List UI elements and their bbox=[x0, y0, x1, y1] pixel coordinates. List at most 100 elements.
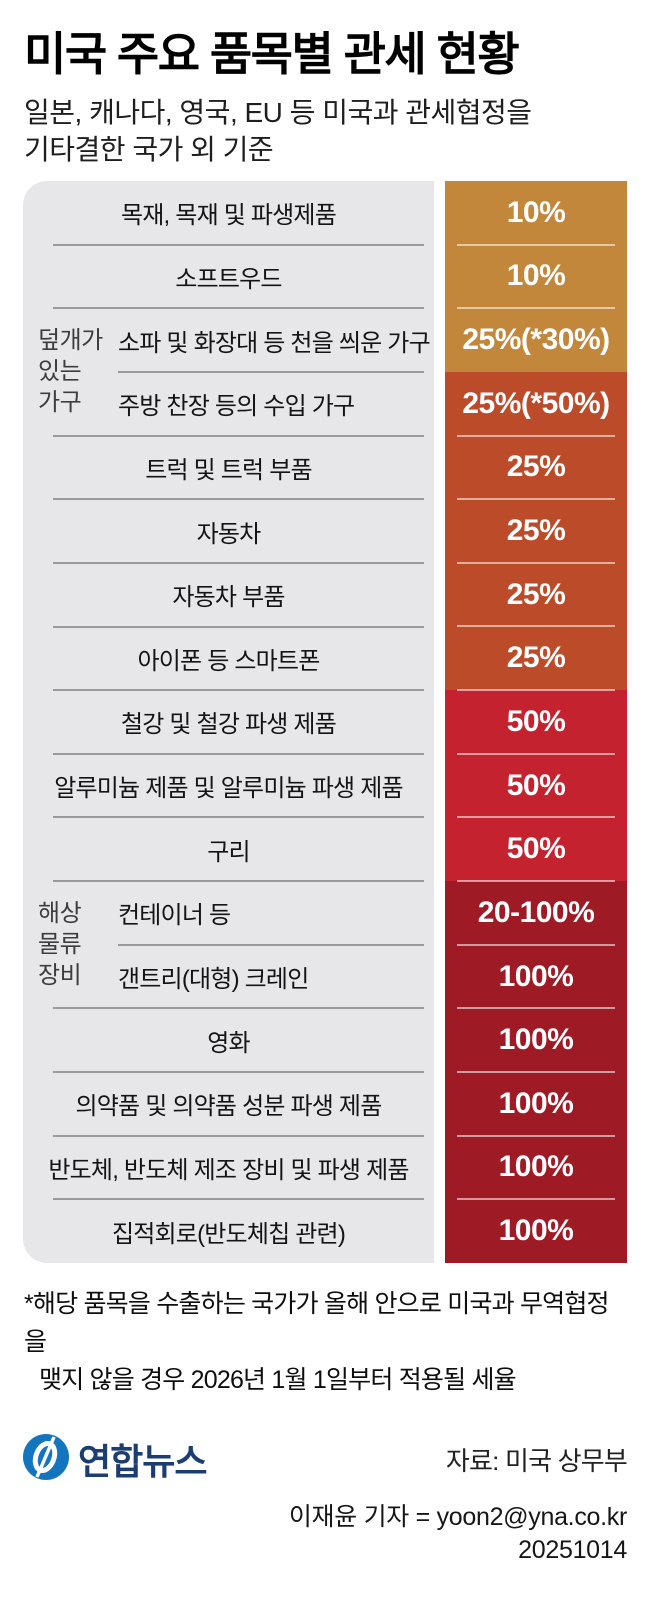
category-label: 의약품 및 의약품 성분 파생 제품 bbox=[75, 1093, 383, 1121]
table-row: 반도체, 반도체 제조 장비 및 파생 제품 bbox=[23, 1134, 434, 1200]
category-label: 자동차 bbox=[196, 520, 262, 548]
rate-cell: 10% bbox=[445, 243, 627, 309]
category-label: 자동차 부품 bbox=[172, 584, 285, 612]
header: 미국 주요 품목별 관세 현황 일본, 캐나다, 영국, EU 등 미국과 관세… bbox=[0, 0, 650, 168]
subtitle-line-2: 기타결한 국가 외 기준 bbox=[24, 134, 274, 165]
group-label-line: 덮개가 bbox=[38, 327, 103, 355]
group-rows-furniture: 덮개가 있는 가구 소파 및 화장대 등 천을 씌운 가구 주방 찬장 등의 수… bbox=[23, 307, 434, 435]
reporter-credit: 이재윤 기자 = yoon2@yna.co.kr bbox=[288, 1503, 627, 1531]
rate-cell: 50% bbox=[445, 816, 627, 882]
category-label: 아이폰 등 스마트폰 bbox=[137, 647, 321, 675]
category-label: 소파 및 화장대 등 천을 씌운 가구 bbox=[118, 329, 431, 357]
category-label: 컨테이너 등 bbox=[118, 902, 231, 930]
table-row: 소프트우드 bbox=[23, 243, 434, 309]
table-row: 영화 bbox=[23, 1007, 434, 1072]
group-label-line: 해상 bbox=[38, 900, 82, 928]
yonhap-globe-icon bbox=[23, 1433, 69, 1485]
rate-cell: 20-100% bbox=[445, 880, 627, 945]
rate-value: 100% bbox=[498, 1214, 574, 1248]
rate-cell: 50% bbox=[445, 752, 627, 818]
category-label: 구리 bbox=[207, 838, 250, 866]
rate-cell: 100% bbox=[445, 1134, 627, 1200]
rate-value: 10% bbox=[506, 195, 566, 229]
rate-value: 50% bbox=[506, 704, 566, 738]
table-row: 컨테이너 등 bbox=[118, 881, 434, 945]
rate-cell: 10% bbox=[445, 181, 627, 245]
category-label: 소프트우드 bbox=[175, 265, 282, 293]
subtitle-line-1: 일본, 캐나다, 영국, EU 등 미국과 관세협정을 bbox=[24, 97, 532, 128]
group-label: 덮개가 있는 가구 bbox=[23, 308, 118, 435]
table-row: 구리 bbox=[23, 816, 434, 881]
footer: 연합뉴스 자료: 미국 상무부 bbox=[23, 1433, 628, 1485]
credit-block: 이재윤 기자 = yoon2@yna.co.kr 20251014 bbox=[23, 1501, 627, 1567]
rate-value: 25% bbox=[506, 514, 566, 548]
table-row: 아이폰 등 스마트폰 bbox=[23, 625, 434, 691]
group-label: 해상 물류 장비 bbox=[23, 881, 118, 1008]
rate-column: 10% 10% 25%(*30%) 25%(*50%) 25% 25% 25% … bbox=[445, 181, 627, 1263]
date-label: 20251014 bbox=[518, 1536, 627, 1564]
rate-value: 100% bbox=[498, 959, 574, 993]
table-row: 주방 찬장 등의 수입 가구 bbox=[118, 370, 434, 436]
rate-cell: 100% bbox=[445, 1070, 627, 1136]
category-label: 집적회로(반도체칩 관련) bbox=[111, 1220, 346, 1248]
group-label-line: 있는 bbox=[38, 358, 82, 386]
rate-cell: 25%(*50%) bbox=[445, 371, 627, 436]
page-title: 미국 주요 품목별 관세 현황 bbox=[24, 28, 520, 80]
rate-value: 20-100% bbox=[477, 895, 595, 929]
group-subrows: 소파 및 화장대 등 천을 씌운 가구 주방 찬장 등의 수입 가구 bbox=[118, 308, 434, 435]
rate-value: 100% bbox=[498, 1150, 574, 1184]
table-row: 자동차 부품 bbox=[23, 561, 434, 627]
rate-value: 25%(*50%) bbox=[462, 386, 610, 420]
table-row: 자동차 bbox=[23, 498, 434, 563]
category-label: 갠트리(대형) 크레인 bbox=[118, 966, 309, 994]
table-row: 의약품 및 의약품 성분 파생 제품 bbox=[23, 1071, 434, 1136]
rate-value: 10% bbox=[506, 259, 566, 293]
footnote-line-2: 맺지 않을 경우 2026년 1월 1일부터 적용될 세율 bbox=[39, 1366, 517, 1394]
rate-value: 100% bbox=[498, 1086, 574, 1120]
table-row: 알루미늄 제품 및 알루미늄 파생 제품 bbox=[23, 752, 434, 818]
rate-value: 25% bbox=[506, 450, 566, 484]
group-subrows: 컨테이너 등 갠트리(대형) 크레인 bbox=[118, 881, 434, 1008]
rate-cell: 100% bbox=[445, 1198, 627, 1263]
group-label-line: 가구 bbox=[38, 389, 82, 417]
yonhap-logo-text: 연합뉴스 bbox=[78, 1441, 207, 1482]
footnote: *해당 품목을 수출하는 국가가 올해 안으로 미국과 무역협정을 맺지 않을 … bbox=[24, 1285, 626, 1399]
table-row: 목재, 목재 및 파생제품 bbox=[23, 181, 434, 245]
footnote-line-1: *해당 품목을 수출하는 국가가 올해 안으로 미국과 무역협정을 bbox=[24, 1290, 610, 1356]
rate-value: 25% bbox=[506, 641, 566, 675]
category-label: 철강 및 철강 파생 제품 bbox=[121, 711, 337, 739]
category-label: 영화 bbox=[207, 1029, 250, 1057]
table-row: 트럭 및 트럭 부품 bbox=[23, 434, 434, 500]
category-label: 알루미늄 제품 및 알루미늄 파생 제품 bbox=[54, 775, 403, 803]
category-label: 반도체, 반도체 제조 장비 및 파생 제품 bbox=[48, 1156, 409, 1184]
category-label: 주방 찬장 등의 수입 가구 bbox=[118, 393, 355, 421]
source-label: 자료: 미국 상무부 bbox=[445, 1445, 628, 1476]
group-label-line: 물류 bbox=[38, 931, 82, 959]
yonhap-logo: 연합뉴스 bbox=[23, 1433, 207, 1485]
rate-cell: 25% bbox=[445, 434, 627, 500]
rate-cell: 25% bbox=[445, 498, 627, 563]
rate-cell: 25% bbox=[445, 561, 627, 627]
group-label-line: 장비 bbox=[38, 962, 82, 990]
category-label: 목재, 목재 및 파생제품 bbox=[121, 202, 337, 230]
category-panel: 목재, 목재 및 파생제품 소프트우드 덮개가 있는 가구 소파 및 화장대 등… bbox=[23, 181, 434, 1263]
table-row: 철강 및 철강 파생 제품 bbox=[23, 689, 434, 754]
table-row: 소파 및 화장대 등 천을 씌운 가구 bbox=[118, 308, 434, 372]
rate-value: 25%(*30%) bbox=[462, 323, 610, 357]
rate-cell: 100% bbox=[445, 1007, 627, 1072]
table-row: 집적회로(반도체칩 관련) bbox=[23, 1198, 434, 1263]
group-rows-marine: 해상 물류 장비 컨테이너 등 갠트리(대형) 크레인 bbox=[23, 880, 434, 1008]
rate-value: 50% bbox=[506, 768, 566, 802]
rate-cell: 100% bbox=[445, 943, 627, 1009]
rate-cell: 25% bbox=[445, 625, 627, 691]
category-label: 트럭 및 트럭 부품 bbox=[145, 456, 312, 484]
table-row: 갠트리(대형) 크레인 bbox=[118, 943, 434, 1009]
rate-cell: 25%(*30%) bbox=[445, 307, 627, 372]
tariff-table: 목재, 목재 및 파생제품 소프트우드 덮개가 있는 가구 소파 및 화장대 등… bbox=[23, 181, 650, 1263]
rate-value: 50% bbox=[506, 832, 566, 866]
rate-cell: 50% bbox=[445, 689, 627, 754]
rate-value: 25% bbox=[506, 577, 566, 611]
rate-value: 100% bbox=[498, 1023, 574, 1057]
